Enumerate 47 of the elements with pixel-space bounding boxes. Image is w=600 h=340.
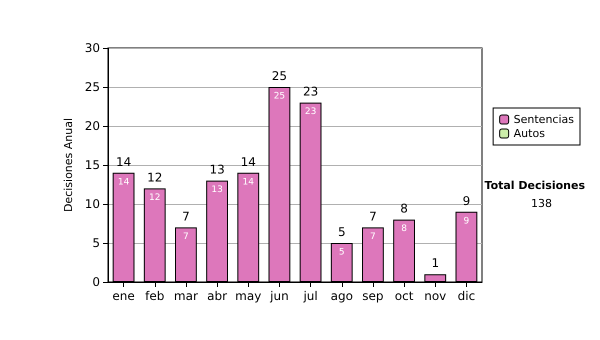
- data-label: 7: [370, 232, 376, 242]
- data-label: 23: [304, 107, 316, 118]
- data-label: 14: [118, 177, 130, 188]
- y-tick-label: 30: [84, 41, 100, 55]
- x-tick-label: ago: [330, 289, 353, 303]
- x-tick-label: jun: [269, 289, 289, 303]
- total-label: 5: [338, 225, 346, 239]
- y-tick-label: 25: [84, 80, 100, 94]
- data-label: 13: [211, 185, 223, 196]
- y-tick-label: 0: [92, 275, 100, 289]
- total-label: 9: [462, 194, 470, 208]
- x-tick-label: ene: [112, 289, 135, 303]
- total-label: 1: [431, 256, 440, 270]
- x-tick-label: oct: [394, 289, 414, 303]
- data-label: 12: [149, 192, 160, 203]
- total-label: 14: [116, 154, 132, 169]
- total-label: 7: [369, 209, 377, 224]
- legend-label: Autos: [514, 127, 546, 140]
- total-label: 23: [302, 84, 318, 99]
- y-tick-label: 20: [84, 119, 100, 133]
- total-label: 7: [182, 209, 190, 224]
- x-tick-label: abr: [207, 289, 228, 303]
- data-label: 14: [242, 177, 254, 188]
- x-tick-label: may: [235, 289, 262, 303]
- text: Total Decisiones: [484, 179, 586, 192]
- y-tick-label: 5: [92, 236, 100, 250]
- data-label: 5: [338, 248, 345, 258]
- x-tick-label: jul: [302, 289, 318, 303]
- data-label: 9: [464, 216, 470, 226]
- x-tick-label: dic: [458, 289, 476, 303]
- total-label: 14: [240, 154, 256, 169]
- total-label: 13: [209, 162, 225, 177]
- x-tick-label: feb: [145, 289, 164, 303]
- y-tick-label: 10: [84, 197, 100, 211]
- data-label: 7: [183, 232, 189, 242]
- x-tick-label: mar: [174, 289, 198, 303]
- y-axis-title: Decisiones Anual: [62, 118, 75, 212]
- text: 138: [531, 197, 552, 210]
- total-label: 12: [147, 170, 162, 184]
- data-label: 8: [401, 224, 408, 234]
- x-tick-label: nov: [424, 289, 446, 303]
- total-label: 8: [400, 202, 408, 216]
- x-tick-label: sep: [362, 289, 384, 303]
- legend-label: Sentencias: [514, 113, 574, 126]
- total-label: 25: [272, 69, 288, 83]
- y-tick-label: 15: [84, 158, 100, 172]
- data-label: 25: [274, 92, 286, 102]
